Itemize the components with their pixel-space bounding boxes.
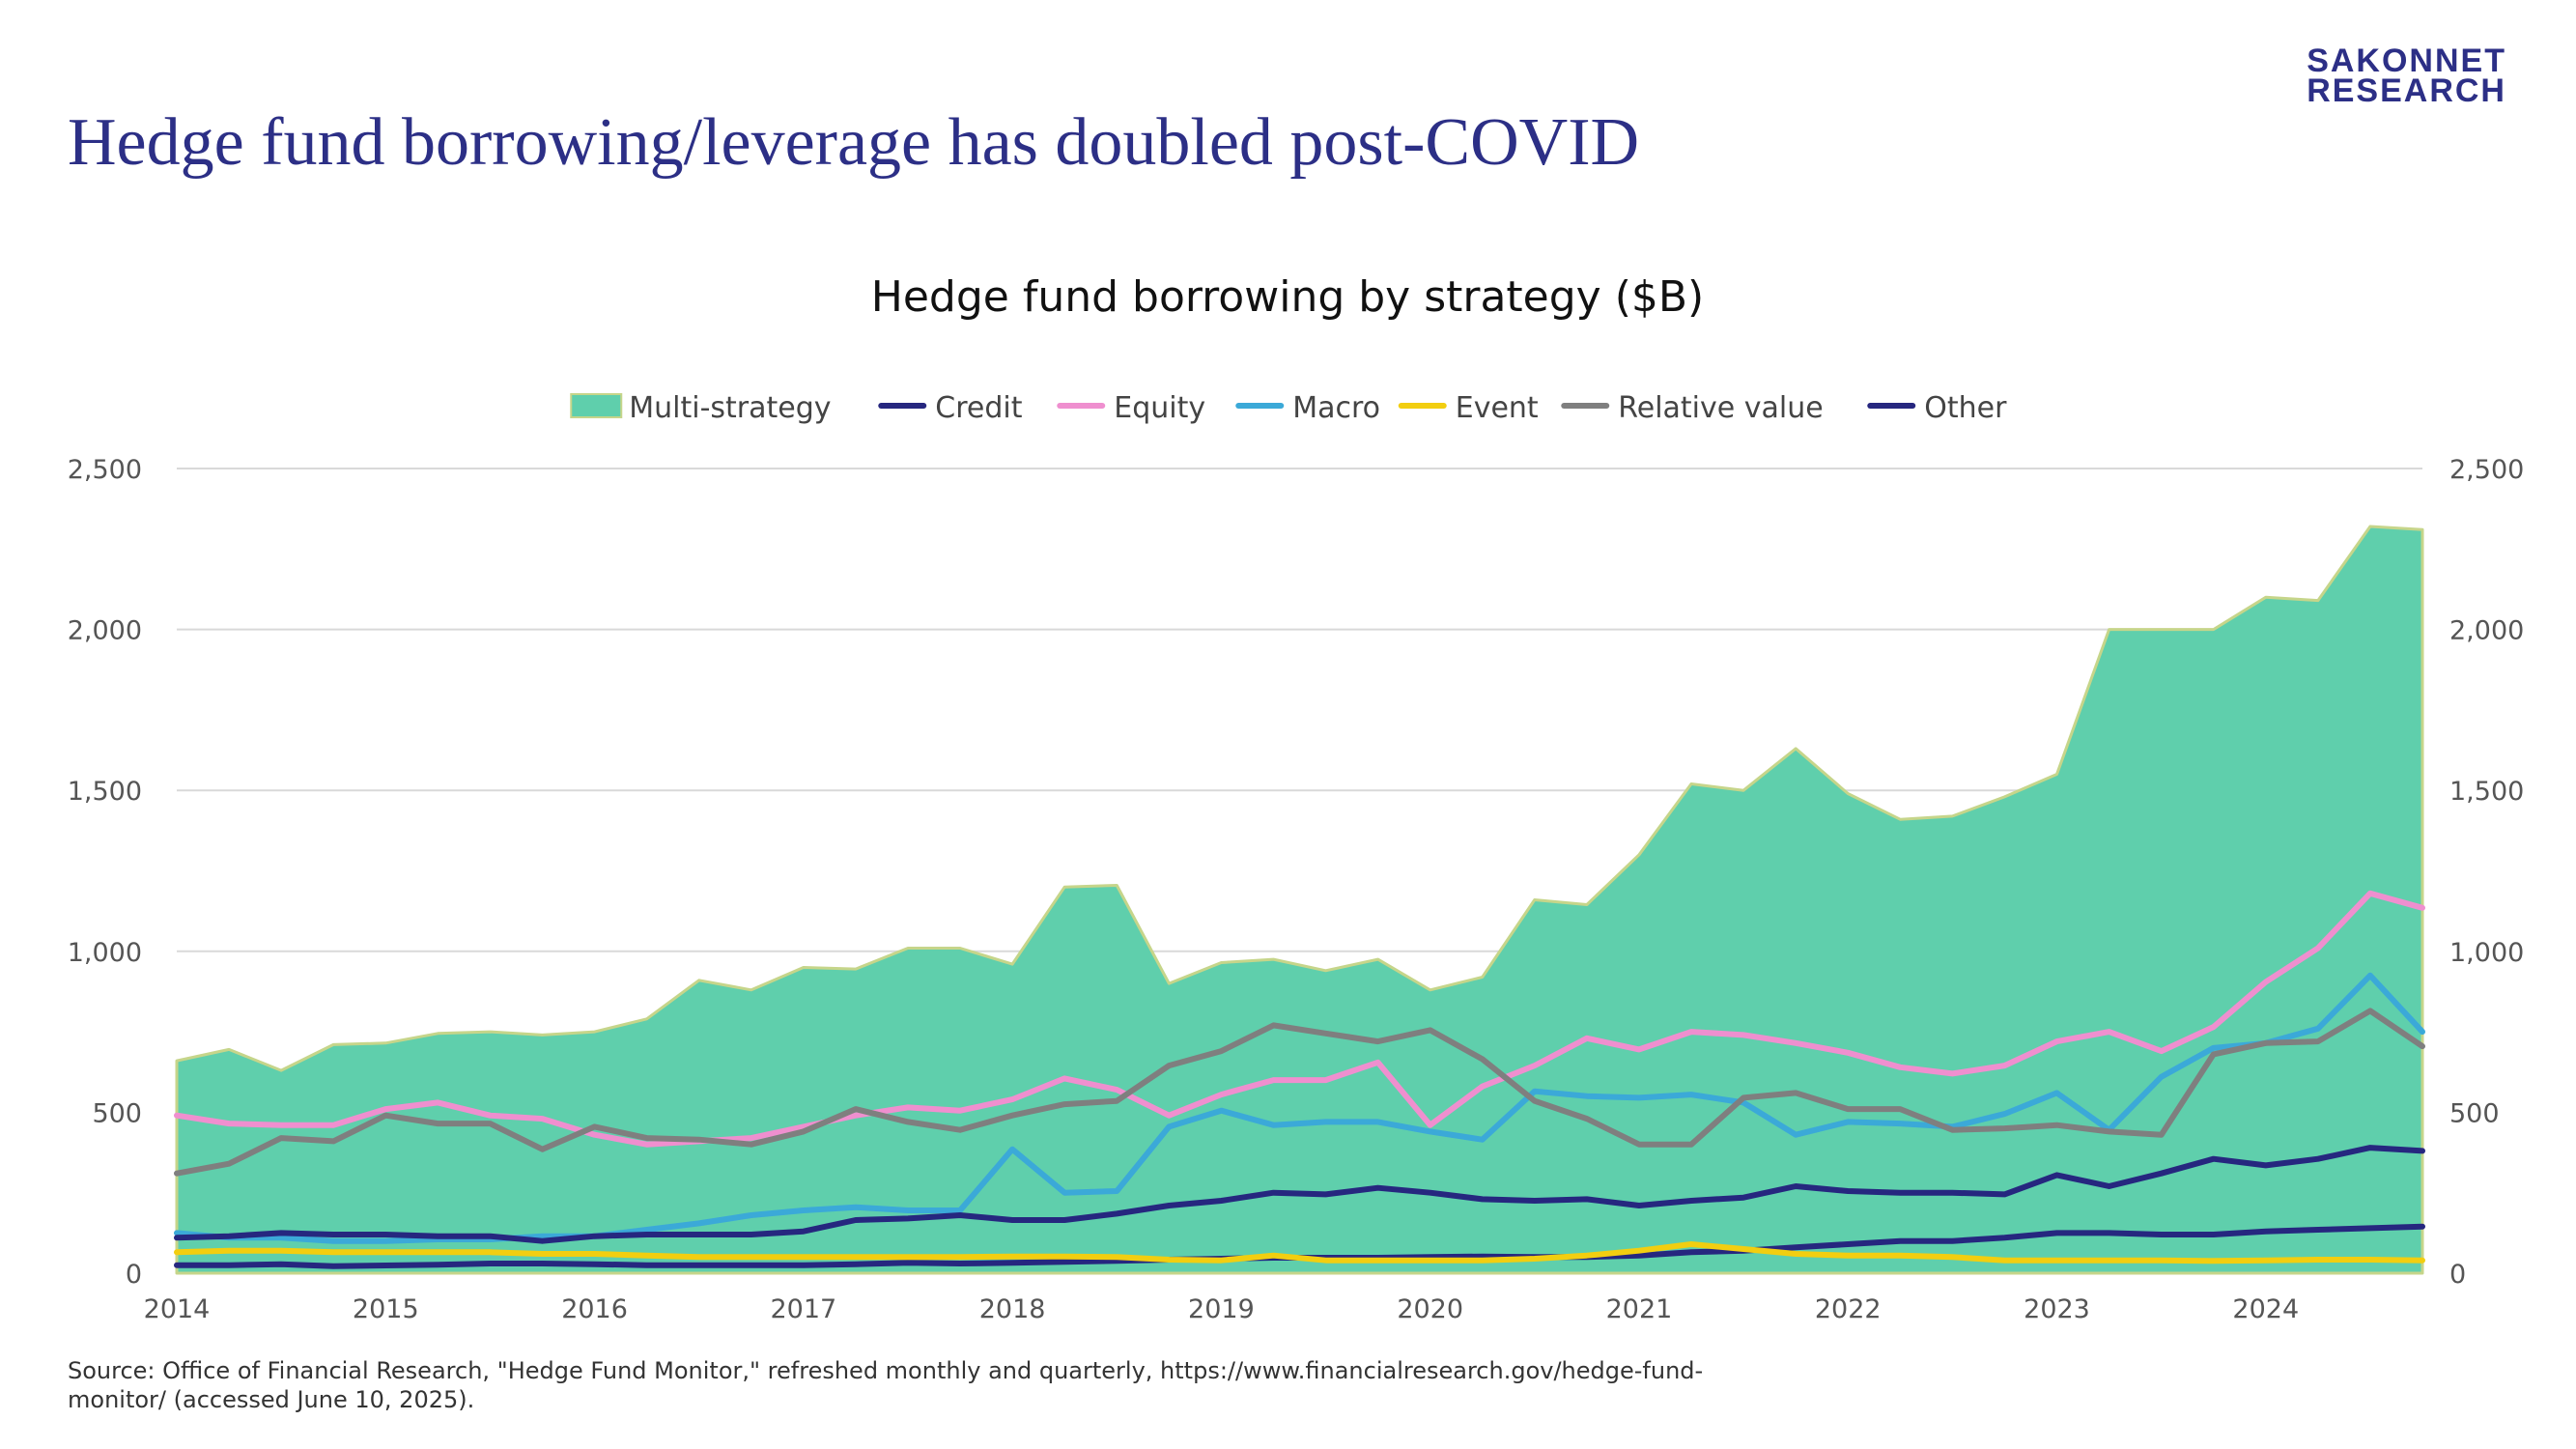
chart-legend: Multi-strategy Credit Equity Macro Event Rela… [570, 391, 2007, 425]
legend-item-credit: Credit [878, 391, 1023, 425]
x-tick-2023: 2023 [2024, 1294, 2090, 1324]
slide-title: Hedge fund borrowing/leverage has double… [68, 105, 1640, 180]
legend-item-other: Other [1867, 391, 2007, 425]
x-tick-2024: 2024 [2232, 1294, 2299, 1324]
x-tick-2019: 2019 [1188, 1294, 1255, 1324]
y-tick-right-2500: 2,500 [2449, 455, 2524, 485]
sakonnet-logo: SAKONNET RESEARCH [2307, 43, 2506, 110]
y-tick-right-500: 500 [2449, 1098, 2500, 1128]
logo-line-1: SAKONNET [2307, 43, 2506, 79]
legend-label-macro: Macro [1292, 391, 1380, 425]
line-layer [174, 890, 2425, 1269]
x-tick-2016: 2016 [561, 1294, 628, 1324]
legend-label-relative-value: Relative value [1618, 391, 1823, 425]
series-event-line [174, 1241, 2425, 1264]
y-tick-right-1000: 1,000 [2449, 938, 2524, 968]
series-other-line [174, 1145, 2425, 1244]
x-tick-2022: 2022 [1815, 1294, 1882, 1324]
borrowing-chart: Hedge fund borrowing by strategy ($B) Mu… [68, 272, 2525, 1324]
source-note: Source: Office of Financial Research, "H… [68, 1357, 1704, 1413]
y-tick-left-1500: 1,500 [68, 777, 142, 807]
legend-item-multi-strategy: Multi-strategy [570, 391, 832, 425]
legend-label-credit: Credit [935, 391, 1022, 425]
series-multi-strategy-area [175, 525, 2424, 1275]
legend-item-event: Event [1398, 391, 1539, 425]
x-tick-2015: 2015 [353, 1294, 419, 1324]
legend-item-equity: Equity [1057, 391, 1205, 425]
legend-label-event: Event [1456, 391, 1539, 425]
y-tick-right-1500: 1,500 [2449, 777, 2524, 807]
y-axis-left: 0 500 1,000 1,500 2,000 2,500 [68, 455, 142, 1290]
y-tick-left-1000: 1,000 [68, 938, 142, 968]
y-tick-right-2000: 2,000 [2449, 616, 2524, 646]
legend-label-equity: Equity [1114, 391, 1205, 425]
x-axis: 2014 2015 2016 2017 2018 2019 2020 2021 2022 2023… [144, 1294, 2300, 1324]
series-equity-line [174, 890, 2425, 1148]
x-tick-2017: 2017 [770, 1294, 836, 1324]
y-tick-right-0: 0 [2449, 1260, 2466, 1290]
legend-swatch-multi-strategy [570, 393, 623, 418]
logo-line-2: RESEARCH [2307, 72, 2506, 110]
legend-label-other: Other [1924, 391, 2007, 425]
legend-label-multi-strategy: Multi-strategy [629, 391, 831, 425]
x-tick-2021: 2021 [1606, 1294, 1673, 1324]
series-relative-value-line [174, 1008, 2425, 1177]
y-tick-left-2000: 2,000 [68, 616, 142, 646]
chart-title: Hedge fund borrowing by strategy ($B) [871, 272, 1704, 322]
area-layer [175, 525, 2424, 1275]
y-tick-left-2500: 2,500 [68, 455, 142, 485]
x-tick-2020: 2020 [1397, 1294, 1463, 1324]
y-tick-left-0: 0 [126, 1260, 142, 1290]
legend-item-macro: Macro [1235, 391, 1380, 425]
x-tick-2014: 2014 [144, 1294, 211, 1324]
series-macro-line [174, 972, 2425, 1244]
legend-item-relative-value: Relative value [1561, 391, 1824, 425]
x-tick-2018: 2018 [979, 1294, 1046, 1324]
y-tick-left-500: 500 [92, 1098, 142, 1128]
y-axis-right: 0 500 1,000 1,500 2,000 2,500 [2449, 455, 2524, 1290]
